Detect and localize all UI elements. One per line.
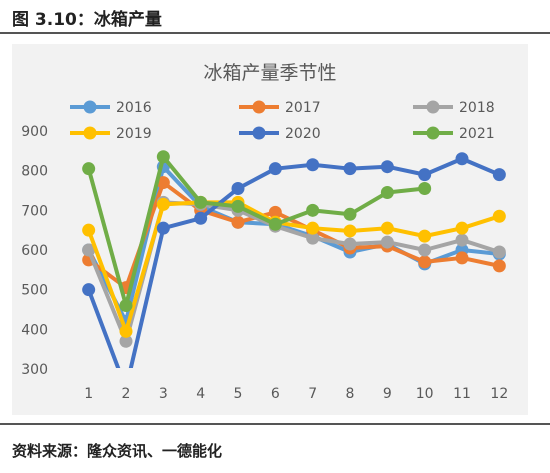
- figure-header: 图 3.10：冰箱产量: [0, 0, 550, 34]
- source-note: 资料来源：隆众资讯、一德能化: [12, 442, 223, 460]
- x-tick-label: 3: [159, 386, 168, 402]
- figure-footer: 资料来源：隆众资讯、一德能化: [0, 423, 550, 473]
- data-point: [492, 168, 506, 182]
- legend-label: 2020: [285, 126, 321, 142]
- data-point: [455, 152, 469, 166]
- legend-label: 2021: [459, 126, 495, 142]
- series-line: [86, 156, 502, 368]
- legend-item: 2018: [413, 100, 495, 116]
- data-point: [418, 229, 432, 243]
- data-point: [156, 221, 170, 235]
- data-point: [156, 197, 170, 211]
- data-point: [380, 235, 394, 249]
- data-point: [306, 158, 320, 172]
- data-point: [380, 221, 394, 235]
- legend-label: 2018: [459, 100, 495, 116]
- legend-marker: [83, 126, 97, 140]
- data-point: [380, 185, 394, 199]
- legend-marker: [426, 126, 440, 140]
- data-point: [231, 215, 245, 229]
- series-2021: [82, 150, 432, 313]
- data-point: [231, 182, 245, 196]
- data-point: [455, 233, 469, 247]
- data-point: [268, 162, 282, 176]
- data-point: [119, 334, 133, 348]
- data-point: [82, 223, 96, 237]
- legend-item: 2020: [239, 126, 321, 142]
- y-tick-label: 900: [21, 124, 48, 140]
- legend-label: 2017: [285, 100, 321, 116]
- x-tick-label: 1: [84, 386, 93, 402]
- legend-label: 2019: [116, 126, 152, 142]
- data-point: [268, 217, 282, 231]
- y-tick-label: 700: [21, 203, 48, 219]
- legend-marker: [252, 100, 266, 114]
- data-point: [268, 205, 282, 219]
- y-tick-label: 800: [21, 164, 48, 180]
- data-point: [343, 224, 357, 238]
- data-point: [194, 211, 208, 225]
- legend-label: 2016: [116, 100, 152, 116]
- figure-title: 图 3.10：冰箱产量: [12, 10, 162, 30]
- x-tick-label: 7: [308, 386, 317, 402]
- x-tick-label: 12: [490, 386, 508, 402]
- x-tick-label: 4: [196, 386, 205, 402]
- x-axis: 1 2 3 4 5 6 7 8 9 10 11 12: [84, 386, 508, 402]
- x-tick-label: 9: [383, 386, 392, 402]
- x-tick-label: 5: [234, 386, 243, 402]
- x-tick-label: 6: [271, 386, 280, 402]
- data-point: [418, 182, 432, 196]
- data-point: [418, 255, 432, 269]
- data-point: [194, 195, 208, 209]
- legend-marker: [426, 100, 440, 114]
- data-point: [492, 209, 506, 223]
- data-point: [455, 221, 469, 235]
- legend-item: 2019: [70, 126, 152, 142]
- legend-item: 2016: [70, 100, 152, 116]
- data-point: [231, 199, 245, 213]
- series-line: [86, 154, 427, 308]
- data-point: [343, 207, 357, 221]
- data-point: [306, 231, 320, 245]
- data-point: [380, 160, 394, 174]
- x-tick-label: 2: [122, 386, 131, 402]
- data-point: [418, 243, 432, 257]
- data-point: [343, 237, 357, 251]
- data-point: [418, 168, 432, 182]
- data-point: [82, 283, 96, 297]
- y-axis: 300 400 500 600 700 800 900: [21, 124, 48, 378]
- chart-panel: 冰箱产量季节性 2016 2017 2018 2019 2020 2021 300 400 5…: [12, 44, 528, 415]
- data-point: [82, 243, 96, 257]
- chart-title: 冰箱产量季节性: [203, 62, 336, 84]
- data-point: [306, 203, 320, 217]
- series-2020: [82, 152, 506, 368]
- x-tick-label: 8: [346, 386, 355, 402]
- y-tick-label: 300: [21, 362, 48, 378]
- data-point: [156, 176, 170, 190]
- x-tick-label: 10: [416, 386, 434, 402]
- y-tick-label: 500: [21, 283, 48, 299]
- line-chart: 冰箱产量季节性 2016 2017 2018 2019 2020 2021 300 400 5…: [21, 62, 508, 402]
- data-point: [119, 324, 133, 338]
- data-point: [306, 221, 320, 235]
- data-point: [119, 299, 133, 313]
- legend-item: 2021: [413, 126, 495, 142]
- data-point: [455, 251, 469, 265]
- y-tick-label: 600: [21, 243, 48, 259]
- x-tick-label: 11: [453, 386, 471, 402]
- data-point: [343, 162, 357, 176]
- legend-marker: [252, 126, 266, 140]
- chart-legend: 2016 2017 2018 2019 2020 2021: [70, 100, 495, 142]
- data-point: [82, 162, 96, 176]
- data-point: [492, 245, 506, 259]
- y-tick-label: 400: [21, 322, 48, 338]
- series-layer: [82, 150, 506, 368]
- data-point: [156, 150, 170, 164]
- legend-marker: [83, 100, 97, 114]
- legend-item: 2017: [239, 100, 321, 116]
- data-point: [492, 259, 506, 273]
